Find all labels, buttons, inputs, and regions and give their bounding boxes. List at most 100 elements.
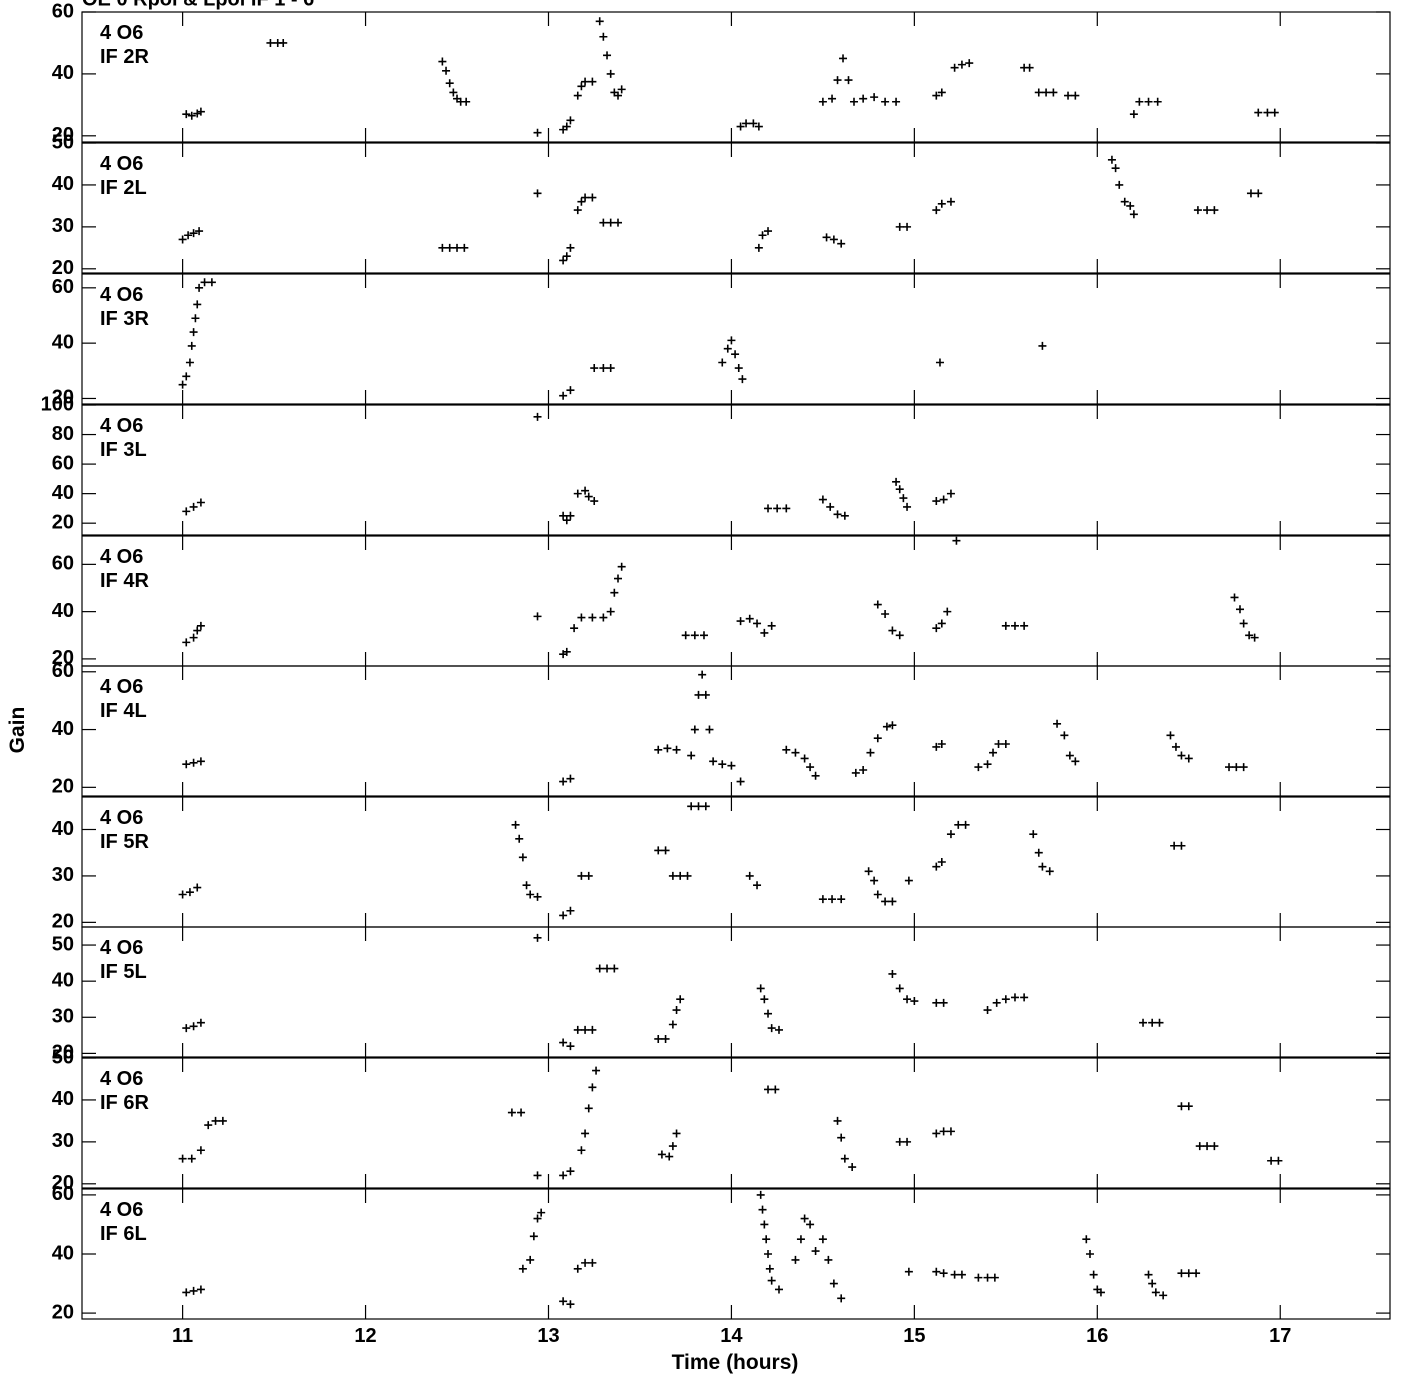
data-point [438, 57, 447, 66]
data-point [773, 504, 782, 513]
data-point [754, 243, 763, 252]
data-point [189, 758, 198, 767]
data-point [974, 763, 983, 772]
data-point [1135, 97, 1144, 106]
data-point [581, 486, 590, 495]
data-point [694, 690, 703, 699]
data-point [690, 631, 699, 640]
data-point [989, 748, 998, 757]
data-point [828, 94, 837, 103]
data-point [1270, 108, 1279, 117]
panel-if-label: IF 2R [100, 46, 149, 68]
data-point [603, 964, 612, 973]
data-point [577, 82, 586, 91]
data-point [758, 231, 767, 240]
data-point [734, 364, 743, 373]
panel-frame [81, 1057, 1391, 1189]
data-point [932, 862, 941, 871]
data-point [727, 336, 736, 345]
data-point [599, 364, 608, 373]
data-point [818, 1235, 827, 1244]
data-point [196, 1146, 205, 1155]
data-point [932, 1267, 941, 1276]
data-point [765, 1264, 774, 1273]
data-point [833, 76, 842, 85]
data-point [1042, 88, 1051, 97]
data-point [279, 38, 288, 47]
panel-source-label: 4 O6 [100, 415, 143, 437]
data-point [796, 1235, 805, 1244]
data-point [1254, 189, 1263, 198]
data-point [1144, 1270, 1153, 1279]
data-point [1064, 91, 1073, 100]
data-point [904, 876, 913, 885]
data-point [462, 97, 471, 106]
data-point [937, 858, 946, 866]
data-point [1225, 763, 1234, 772]
data-point [566, 1042, 575, 1051]
data-point [762, 1235, 771, 1244]
data-point [767, 621, 776, 630]
data-point [191, 314, 200, 323]
data-point [182, 507, 191, 516]
data-point [873, 734, 882, 743]
data-point [676, 995, 685, 1004]
data-point [764, 1085, 773, 1094]
data-point [937, 740, 946, 748]
data-point [690, 725, 699, 734]
data-point [1250, 633, 1259, 642]
data-point [195, 227, 204, 236]
data-point [614, 218, 623, 227]
panel-source-label: 4 O6 [100, 807, 143, 829]
data-point [736, 617, 745, 626]
data-point [1082, 1235, 1091, 1244]
data-point [187, 341, 196, 350]
panel-frame [81, 665, 1391, 797]
data-point [811, 1247, 820, 1256]
data-point [595, 17, 604, 26]
data-point [782, 504, 791, 513]
data-point [577, 1146, 586, 1155]
data-point [595, 964, 604, 973]
data-point [533, 612, 542, 621]
y-tick-label: 20 [52, 387, 74, 409]
data-point [663, 744, 672, 753]
data-point [178, 1154, 187, 1163]
data-point [1049, 88, 1058, 97]
data-point [584, 871, 593, 880]
data-point [731, 350, 740, 359]
data-point [566, 116, 575, 125]
data-point [824, 1255, 833, 1264]
data-point [1089, 1270, 1098, 1279]
y-tick-label: 30 [52, 1130, 74, 1152]
data-point [859, 766, 868, 774]
data-point [895, 485, 904, 494]
panel-source-label: 4 O6 [100, 284, 143, 306]
data-point [771, 1085, 780, 1094]
data-point [1148, 1279, 1157, 1288]
y-tick-label: 60 [52, 452, 74, 474]
data-point [1235, 605, 1244, 614]
data-point [204, 1121, 213, 1130]
data-point [559, 1038, 568, 1047]
data-point [606, 218, 615, 227]
data-point [442, 66, 451, 75]
data-point [189, 502, 198, 511]
data-point [892, 97, 901, 106]
data-point [932, 1129, 941, 1138]
data-point [1193, 206, 1202, 215]
data-point [460, 243, 469, 252]
data-point [870, 876, 879, 885]
data-point [736, 777, 745, 786]
panel-frame [81, 404, 1391, 536]
y-tick-label: 50 [52, 131, 74, 153]
y-tick-label: 20 [52, 1301, 74, 1323]
data-point [764, 1250, 773, 1258]
data-point [1166, 731, 1175, 740]
data-point [950, 63, 959, 72]
data-point [1232, 763, 1241, 772]
panel-if-label: IF 5R [100, 831, 149, 853]
data-point [946, 197, 955, 206]
data-point [895, 984, 904, 993]
y-tick-label: 40 [52, 969, 74, 991]
